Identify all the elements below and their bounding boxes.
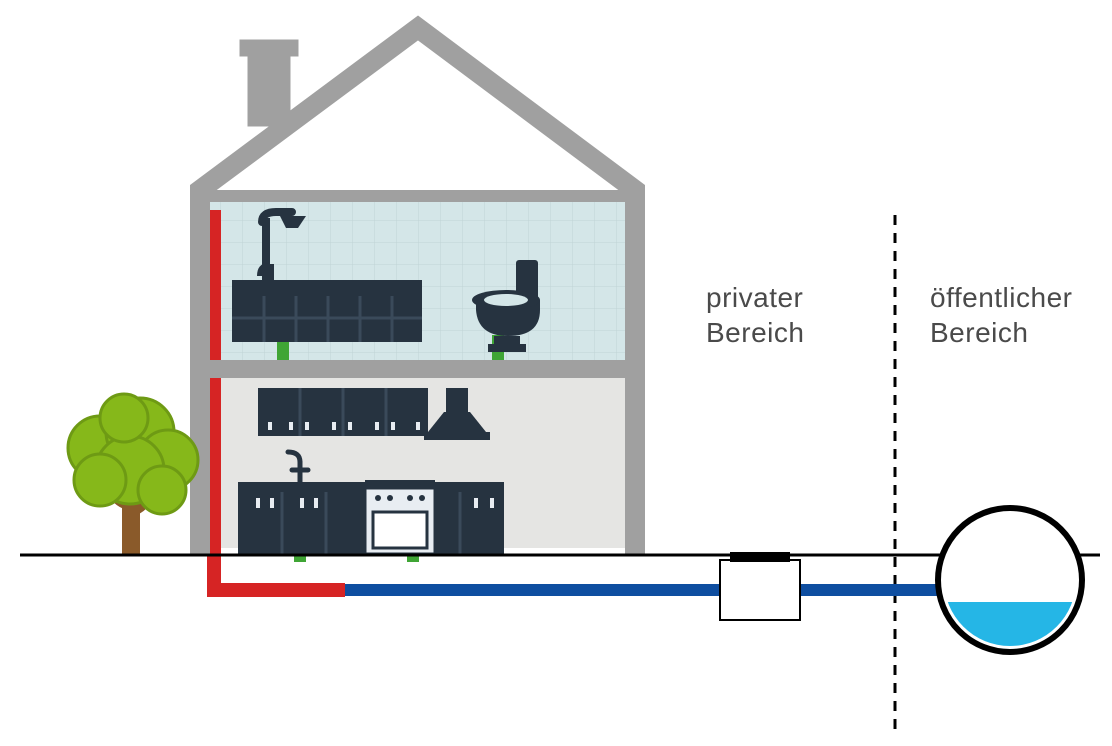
floor-slab xyxy=(210,360,625,378)
chimney-icon xyxy=(240,40,298,126)
diagram-root: { "meta": { "width": 1112, "height": 746… xyxy=(0,0,1112,746)
scene-svg xyxy=(0,0,1112,746)
upper-cabinets-icon xyxy=(258,388,428,436)
inspection-chamber-icon xyxy=(720,552,800,620)
oven-icon xyxy=(365,480,435,554)
tree-icon xyxy=(68,394,198,555)
sewer-main-icon xyxy=(938,508,1082,662)
